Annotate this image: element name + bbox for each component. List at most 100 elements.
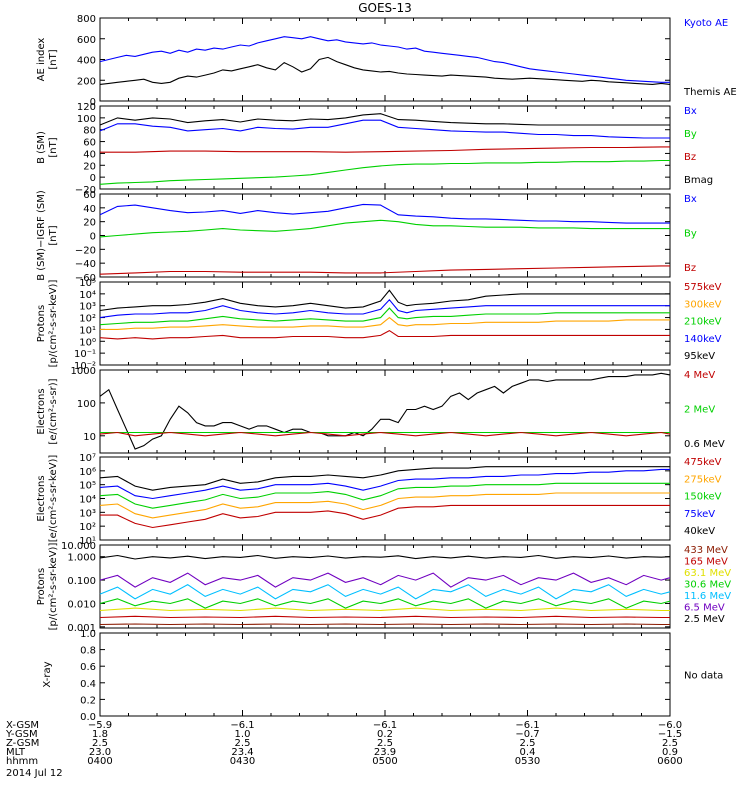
y-axis-label: X-ray (42, 661, 53, 687)
legend-433-mev: 433 MeV (684, 545, 728, 556)
footer-value: 2.5 (662, 738, 678, 749)
series-line-40kev (99, 466, 670, 491)
footer-value: 0500 (372, 756, 397, 767)
y-tick-label: 0.8 (80, 646, 96, 657)
legend-11-6-mev: 11.6 MeV (684, 591, 731, 602)
series-line-95kev (99, 289, 670, 312)
footer-value: 0.4 (520, 747, 536, 758)
panel-frame (99, 632, 671, 717)
legend-by: By (684, 229, 697, 240)
legend-30-6-mev: 30.6 MeV (684, 580, 731, 591)
series-line-bx (99, 119, 670, 139)
y-tick-label: 10⁵ (79, 278, 96, 289)
y-tick-label: 10⁰ (79, 337, 96, 348)
footer-value: −1.5 (658, 729, 682, 740)
legend-themis-ae: Themis AE (683, 87, 737, 98)
y-tick-label: 10² (79, 314, 96, 325)
footer-value: 1.0 (235, 729, 251, 740)
y-tick-label: 0.100 (67, 576, 96, 587)
y-axis-label: AE index (36, 38, 47, 82)
footer-value: 2.5 (520, 738, 536, 749)
y-tick-label: 40 (83, 149, 96, 160)
chart-title: GOES-13 (358, 1, 412, 15)
footer-value: 23.4 (231, 747, 253, 758)
footer-value: 0.9 (662, 747, 678, 758)
y-axis-label: [e/(cm²-s-sr-keV)] (48, 455, 59, 543)
y-tick-label: 10.000 (61, 541, 96, 552)
y-tick-label: −40 (75, 259, 96, 270)
footer-value: 0430 (230, 756, 255, 767)
series-line-300kev (100, 316, 670, 330)
footer-row-label: Y-GSM (5, 729, 38, 740)
y-tick-label: 0.001 (67, 623, 96, 634)
footer-value: −6.1 (515, 720, 539, 731)
legend-2-5-mev: 2.5 MeV (684, 614, 725, 625)
y-tick-label: 0 (90, 232, 96, 243)
y-tick-label: 1.0 (80, 629, 96, 640)
series-line-2-5-mev (99, 554, 671, 560)
y-tick-label: 10⁶ (79, 467, 96, 478)
y-axis-label: [p/(cm²-s-sr-keV)] (48, 280, 59, 368)
series-line-bmag (99, 113, 670, 126)
footer-value: −0.7 (515, 729, 539, 740)
legend-75kev: 75keV (684, 509, 715, 520)
y-tick-label: 60 (83, 190, 96, 201)
y-tick-label: 1000 (71, 366, 96, 377)
footer-date: 2014 Jul 12 (6, 768, 63, 779)
series-line-433-mev (99, 623, 670, 626)
footer-value: 0400 (87, 756, 112, 767)
footer-row-label: hhmm (6, 756, 38, 767)
y-axis-label: B (SM) (36, 131, 47, 164)
y-axis-label: Protons (36, 305, 47, 342)
series-line-63-1-mev (99, 607, 670, 612)
y-tick-label: 10¹ (79, 325, 96, 336)
series-line-by (99, 159, 670, 185)
footer-value: 23.9 (374, 747, 396, 758)
series-line-kyoto-ae (99, 36, 670, 83)
y-tick-label: 10⁻¹ (74, 349, 96, 360)
footer-value: 2.5 (377, 738, 393, 749)
y-tick-label: 400 (77, 56, 96, 67)
y-axis-label: [nT] (48, 225, 59, 245)
series-line-165-mev (99, 615, 670, 619)
y-tick-label: 10² (79, 522, 96, 533)
y-axis-label: B (SM)−IGRF (SM) (36, 190, 47, 281)
y-axis-label: Protons (36, 568, 47, 605)
y-tick-label: 20 (83, 161, 96, 172)
y-tick-label: 0 (90, 173, 96, 184)
y-tick-label: 200 (77, 76, 96, 87)
series-line-140kev (99, 298, 670, 319)
y-tick-label: 10⁴ (79, 290, 96, 301)
y-tick-label: 40 (83, 204, 96, 215)
footer-value: 0.2 (377, 729, 393, 740)
legend-bmag: Bmag (684, 175, 713, 186)
footer-value: −6.0 (658, 720, 682, 731)
legend-2-mev: 2 MeV (684, 405, 715, 416)
legend-475kev: 475keV (684, 457, 722, 468)
y-tick-label: 80 (83, 126, 96, 137)
series-line-75kev (99, 468, 670, 500)
y-tick-label: 0.4 (80, 679, 96, 690)
y-axis-label: [p/(cm²-s-sr-keV)] (48, 543, 59, 631)
legend-no-data: No data (684, 671, 723, 682)
series-line-150kev (99, 482, 670, 509)
legend-210kev: 210keV (684, 317, 722, 328)
y-tick-label: 0.0 (80, 712, 96, 723)
footer-value: 0530 (515, 756, 540, 767)
y-tick-label: −20 (75, 185, 96, 196)
y-tick-label: 100 (77, 399, 96, 410)
legend-6-5-mev: 6.5 MeV (684, 603, 725, 614)
series-line-6-5-mev (99, 572, 671, 588)
y-tick-label: 20 (83, 218, 96, 229)
panel-3: 60 40 20 0 −20 −40 −60 B (SM)−IGRF (SM) [nT] Bx By… (36, 190, 697, 284)
legend-63-1-mev: 63.1 MeV (684, 568, 731, 579)
y-tick-label: −20 (75, 245, 96, 256)
legend-150kev: 150keV (684, 492, 722, 503)
footer-value: 2.5 (92, 738, 108, 749)
y-axis-label: [nT] (48, 137, 59, 157)
footer-value: −6.1 (373, 720, 397, 731)
legend-0-6-mev: 0.6 MeV (684, 439, 725, 450)
